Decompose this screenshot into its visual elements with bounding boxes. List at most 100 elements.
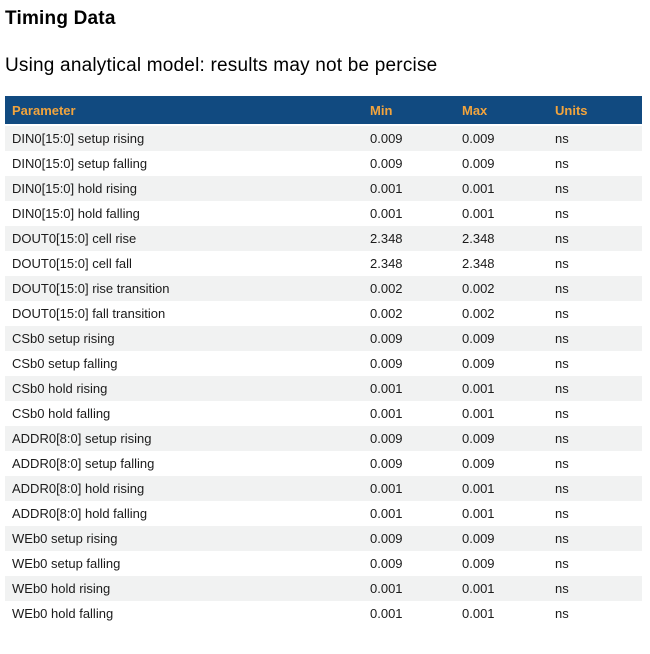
cell-max: 0.002 <box>455 301 548 326</box>
cell-max: 0.009 <box>455 426 548 451</box>
table-row: DOUT0[15:0] cell rise 2.348 2.348 ns <box>5 226 642 251</box>
table-row: CSb0 hold falling 0.001 0.001 ns <box>5 401 642 426</box>
table-row: WEb0 setup falling 0.009 0.009 ns <box>5 551 642 576</box>
cell-max: 0.009 <box>455 351 548 376</box>
cell-min: 2.348 <box>363 251 455 276</box>
cell-min: 0.009 <box>363 451 455 476</box>
cell-min: 0.009 <box>363 125 455 151</box>
cell-units: ns <box>548 376 642 401</box>
cell-max: 0.001 <box>455 201 548 226</box>
cell-parameter: DOUT0[15:0] rise transition <box>5 276 363 301</box>
cell-min: 0.009 <box>363 426 455 451</box>
table-row: WEb0 hold rising 0.001 0.001 ns <box>5 576 642 601</box>
cell-units: ns <box>548 226 642 251</box>
table-row: ADDR0[8:0] setup rising 0.009 0.009 ns <box>5 426 642 451</box>
table-row: WEb0 setup rising 0.009 0.009 ns <box>5 526 642 551</box>
cell-parameter: DIN0[15:0] hold rising <box>5 176 363 201</box>
cell-units: ns <box>548 351 642 376</box>
cell-min: 0.009 <box>363 526 455 551</box>
cell-parameter: DOUT0[15:0] cell fall <box>5 251 363 276</box>
cell-min: 0.009 <box>363 151 455 176</box>
cell-max: 0.001 <box>455 376 548 401</box>
cell-units: ns <box>548 551 642 576</box>
cell-max: 0.001 <box>455 176 548 201</box>
cell-parameter: DIN0[15:0] setup rising <box>5 125 363 151</box>
cell-parameter: DIN0[15:0] hold falling <box>5 201 363 226</box>
cell-max: 0.009 <box>455 451 548 476</box>
cell-units: ns <box>548 501 642 526</box>
page-title: Timing Data <box>5 8 116 29</box>
cell-min: 0.001 <box>363 476 455 501</box>
cell-parameter: ADDR0[8:0] hold falling <box>5 501 363 526</box>
cell-max: 2.348 <box>455 226 548 251</box>
table-row: DIN0[15:0] hold rising 0.001 0.001 ns <box>5 176 642 201</box>
cell-min: 0.009 <box>363 351 455 376</box>
cell-min: 0.002 <box>363 276 455 301</box>
column-header-min: Min <box>363 96 455 126</box>
cell-parameter: CSb0 hold falling <box>5 401 363 426</box>
column-header-units: Units <box>548 96 642 126</box>
column-header-parameter: Parameter <box>5 96 363 126</box>
cell-units: ns <box>548 326 642 351</box>
timing-report-page: Timing Data Using analytical model: resu… <box>0 8 650 626</box>
column-header-max: Max <box>455 96 548 126</box>
cell-parameter: WEb0 hold falling <box>5 601 363 626</box>
cell-min: 0.002 <box>363 301 455 326</box>
cell-parameter: DIN0[15:0] setup falling <box>5 151 363 176</box>
cell-max: 2.348 <box>455 251 548 276</box>
table-row: DIN0[15:0] hold falling 0.001 0.001 ns <box>5 201 642 226</box>
cell-parameter: WEb0 setup rising <box>5 526 363 551</box>
cell-parameter: WEb0 hold rising <box>5 576 363 601</box>
cell-parameter: WEb0 setup falling <box>5 551 363 576</box>
cell-min: 0.009 <box>363 326 455 351</box>
cell-min: 0.001 <box>363 201 455 226</box>
cell-min: 0.001 <box>363 576 455 601</box>
table-row: DOUT0[15:0] cell fall 2.348 2.348 ns <box>5 251 642 276</box>
cell-units: ns <box>548 151 642 176</box>
cell-max: 0.001 <box>455 401 548 426</box>
cell-max: 0.009 <box>455 526 548 551</box>
cell-max: 0.001 <box>455 601 548 626</box>
table-row: WEb0 hold falling 0.001 0.001 ns <box>5 601 642 626</box>
cell-parameter: CSb0 setup rising <box>5 326 363 351</box>
cell-units: ns <box>548 476 642 501</box>
page-subtitle: Using analytical model: results may not … <box>5 55 438 76</box>
cell-units: ns <box>548 301 642 326</box>
cell-max: 0.001 <box>455 501 548 526</box>
cell-max: 0.009 <box>455 151 548 176</box>
cell-parameter: CSb0 setup falling <box>5 351 363 376</box>
cell-parameter: DOUT0[15:0] fall transition <box>5 301 363 326</box>
cell-parameter: ADDR0[8:0] hold rising <box>5 476 363 501</box>
cell-min: 0.001 <box>363 601 455 626</box>
cell-min: 0.001 <box>363 176 455 201</box>
cell-max: 0.009 <box>455 125 548 151</box>
cell-units: ns <box>548 426 642 451</box>
table-header-row: Parameter Min Max Units <box>5 96 642 126</box>
cell-parameter: ADDR0[8:0] setup falling <box>5 451 363 476</box>
cell-min: 0.001 <box>363 501 455 526</box>
cell-max: 0.001 <box>455 576 548 601</box>
timing-table-body: DIN0[15:0] setup rising 0.009 0.009 ns DIN0[… <box>5 125 642 626</box>
cell-min: 0.009 <box>363 551 455 576</box>
table-row: DIN0[15:0] setup falling 0.009 0.009 ns <box>5 151 642 176</box>
cell-max: 0.009 <box>455 326 548 351</box>
cell-max: 0.001 <box>455 476 548 501</box>
table-row: DOUT0[15:0] fall transition 0.002 0.002 ns <box>5 301 642 326</box>
cell-max: 0.002 <box>455 276 548 301</box>
table-row: CSb0 setup rising 0.009 0.009 ns <box>5 326 642 351</box>
cell-min: 0.001 <box>363 376 455 401</box>
table-row: ADDR0[8:0] setup falling 0.009 0.009 ns <box>5 451 642 476</box>
cell-units: ns <box>548 401 642 426</box>
cell-max: 0.009 <box>455 551 548 576</box>
cell-units: ns <box>548 251 642 276</box>
cell-parameter: DOUT0[15:0] cell rise <box>5 226 363 251</box>
cell-units: ns <box>548 576 642 601</box>
cell-units: ns <box>548 526 642 551</box>
cell-min: 2.348 <box>363 226 455 251</box>
cell-units: ns <box>548 276 642 301</box>
table-row: CSb0 hold rising 0.001 0.001 ns <box>5 376 642 401</box>
table-row: ADDR0[8:0] hold falling 0.001 0.001 ns <box>5 501 642 526</box>
table-row: ADDR0[8:0] hold rising 0.001 0.001 ns <box>5 476 642 501</box>
cell-min: 0.001 <box>363 401 455 426</box>
cell-units: ns <box>548 125 642 151</box>
